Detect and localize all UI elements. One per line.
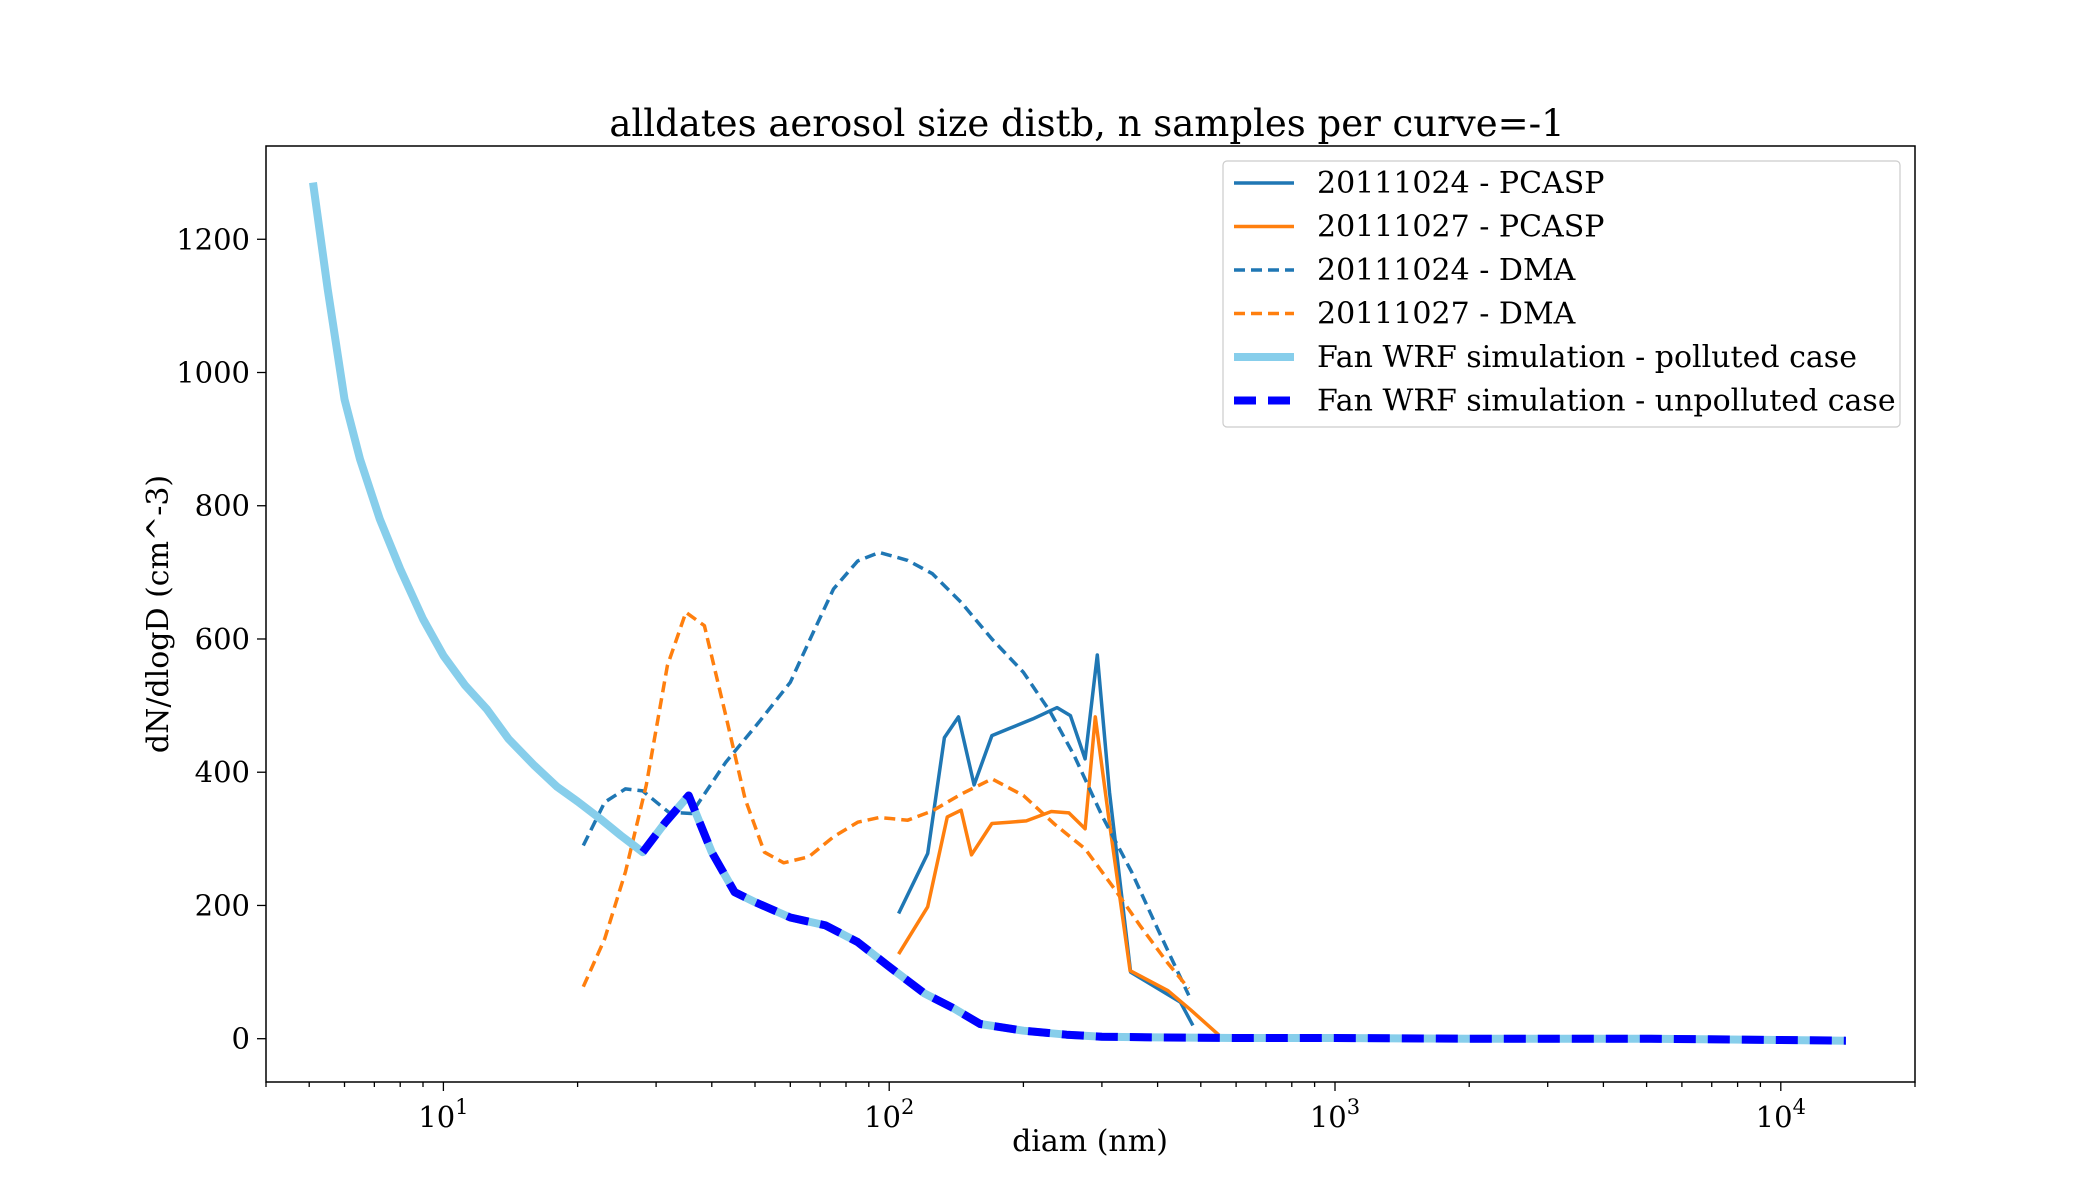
plot-frame (265, 145, 1916, 1083)
y-tick-label: 400 (195, 755, 250, 789)
legend-label-20111024-dma: 20111024 - DMA (1317, 253, 1576, 288)
series-line-20111027-pcasp (897, 715, 1221, 1037)
x-tick-label: 102 (864, 1095, 914, 1134)
y-tick-label: 600 (195, 622, 250, 656)
series-line-20111024-dma (581, 550, 1191, 997)
legend-box (1222, 160, 1901, 428)
legend-label-fan-wrf-simulation-polluted-case: Fan WRF simulation - polluted case (1317, 340, 1857, 375)
series-layer (309, 182, 1846, 1045)
legend: 20111024 - PCASP 20111027 - PCASP 20111024… (1222, 160, 1901, 428)
y-tick-label: 1000 (176, 356, 250, 390)
chart-title: alldates aerosol size distb, n samples p… (609, 102, 1564, 145)
legend-label-20111027-pcasp: 20111027 - PCASP (1317, 210, 1604, 245)
x-tick-label: 103 (1310, 1095, 1360, 1134)
series-line-fan-wrf-simulation-unpolluted-case (639, 791, 1846, 1045)
y-tick-label: 1200 (176, 222, 250, 256)
series-line-20111024-pcasp (897, 653, 1195, 1027)
x-tick-label: 104 (1756, 1095, 1806, 1134)
y-tick-label: 200 (195, 888, 250, 922)
x-axis-ticks: 101 102 103 104 (265, 1082, 1916, 1134)
y-tick-label: 0 (232, 1022, 250, 1056)
legend-label-20111024-pcasp: 20111024 - PCASP (1317, 166, 1604, 201)
x-tick-label: 101 (418, 1095, 468, 1134)
x-axis-label: diam (nm) (1012, 1124, 1168, 1159)
series-line-20111027-dma (581, 610, 1191, 990)
y-axis-label: dN/dlogD (cm^-3) (141, 475, 176, 753)
y-tick-label: 800 (195, 489, 250, 523)
legend-label-20111027-dma: 20111027 - DMA (1317, 297, 1576, 332)
legend-label-fan-wrf-simulation-unpolluted-case: Fan WRF simulation - unpolluted case (1317, 384, 1896, 419)
y-axis-ticks: 0 200 400 600 800 1000 1200 (176, 222, 266, 1056)
